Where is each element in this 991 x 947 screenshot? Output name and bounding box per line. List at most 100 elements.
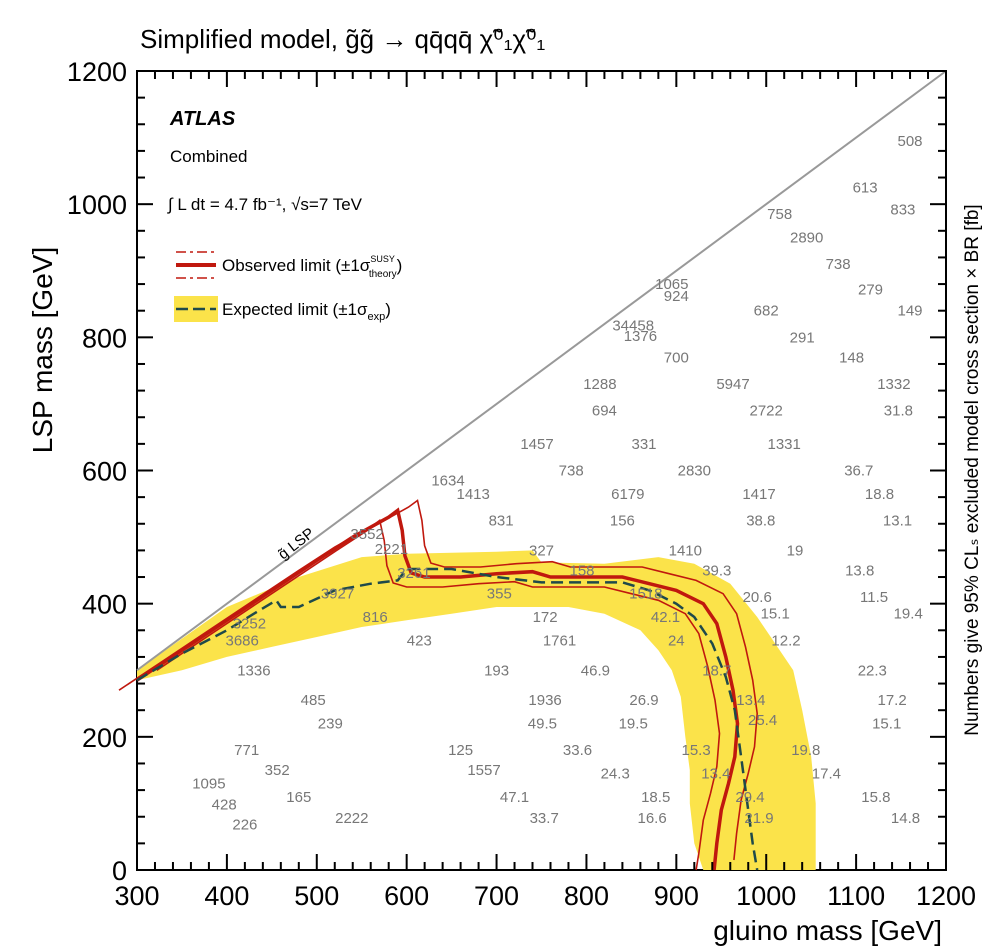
xsec-label: 226 <box>232 817 257 834</box>
xsec-label: 13.4 <box>701 766 730 783</box>
expected-band <box>137 550 816 870</box>
xsec-label: 771 <box>234 742 259 759</box>
xsec-label: 193 <box>484 662 509 679</box>
xsec-label: 700 <box>664 349 689 366</box>
xsec-label: 5947 <box>716 376 749 393</box>
kinematic-diagonal <box>136 70 947 672</box>
x-tick-label: 400 <box>204 881 249 911</box>
x-tick-label: 700 <box>474 881 519 911</box>
xsec-label: 1410 <box>669 542 702 559</box>
xsec-label: 22.3 <box>858 662 887 679</box>
xsec-label: 1065 <box>655 276 688 293</box>
xsec-label: 18.8 <box>865 486 894 503</box>
xsec-label: 15.8 <box>861 789 890 806</box>
xsec-label: 1413 <box>457 486 490 503</box>
x-tick-label: 1200 <box>916 881 976 911</box>
xsec-label: 1288 <box>583 376 616 393</box>
xsec-label: 3927 <box>321 586 354 603</box>
xsec-label: 3252 <box>233 616 266 633</box>
xsec-label: 149 <box>897 303 922 320</box>
xsec-label: 291 <box>790 329 815 346</box>
xsec-label: 20.6 <box>743 589 772 606</box>
chart-title: Simplified model, g̃g̃ → qq̄qq̄ χ̃⁰₁χ̃⁰₁ <box>140 24 546 54</box>
xsec-label: 3261 <box>397 565 430 582</box>
xsec-label: 13.4 <box>736 692 765 709</box>
legend-expected: Expected limit (±1σexp) <box>174 296 391 323</box>
xsec-label: 15.1 <box>872 716 901 733</box>
legend-observed: Observed limit (±1σSUSY theory) <box>176 251 402 280</box>
x-tick-label: 1000 <box>736 881 796 911</box>
xsec-label: 2221 <box>375 541 408 558</box>
xsec-label: 33.6 <box>563 742 592 759</box>
xsec-label: 18.7 <box>702 662 731 679</box>
xsec-label: 165 <box>286 789 311 806</box>
xsec-label: 39.3 <box>702 562 731 579</box>
xsec-label: 428 <box>212 797 237 814</box>
channel-label: Combined <box>170 147 248 166</box>
xsec-label: 38.8 <box>746 512 775 529</box>
xsec-label: 26.9 <box>629 692 658 709</box>
xsec-label: 327 <box>529 542 554 559</box>
xsec-label: 423 <box>407 632 432 649</box>
xsec-label: 3552 <box>350 526 383 543</box>
xsec-label: 2722 <box>750 403 783 420</box>
xsec-label: 738 <box>559 463 584 480</box>
xsec-label: 1634 <box>431 473 464 490</box>
lumi-label: ∫ L dt = 4.7 fb⁻¹, √s=7 TeV <box>167 195 363 214</box>
xsec-label: 17.2 <box>877 692 906 709</box>
xsec-label: 1936 <box>528 692 561 709</box>
legend: ATLAS Combined ∫ L dt = 4.7 fb⁻¹, √s=7 T… <box>167 108 402 323</box>
xsec-label: 352 <box>265 762 290 779</box>
xsec-label: 1557 <box>467 762 500 779</box>
xsec-label: 19.5 <box>619 716 648 733</box>
xsec-label: 19 <box>787 542 804 559</box>
xsec-label: 34458 <box>612 317 654 334</box>
xsec-label: 15.3 <box>681 742 710 759</box>
xsec-label: 1332 <box>877 376 910 393</box>
diagonal-label: g̃ LSP <box>275 525 318 564</box>
xsec-label: 47.1 <box>500 789 529 806</box>
xsec-label: 2830 <box>678 463 711 480</box>
xsec-label: 125 <box>448 742 473 759</box>
xsec-label: 682 <box>754 303 779 320</box>
xsec-label: 2890 <box>790 230 823 247</box>
y-tick-label: 1200 <box>67 57 127 87</box>
y-tick-label: 400 <box>82 590 127 620</box>
observed-limit-plus <box>156 499 759 861</box>
y-tick-label: 1000 <box>67 190 127 220</box>
x-tick-label: 500 <box>294 881 339 911</box>
xsec-label: 31.8 <box>884 403 913 420</box>
xsec-label: 239 <box>318 716 343 733</box>
xsec-label: 508 <box>897 133 922 150</box>
xsec-label: 6179 <box>611 486 644 503</box>
xsec-label: 924 <box>664 288 689 305</box>
xsec-label: 3686 <box>226 632 259 649</box>
xsec-label: 1376 <box>624 328 657 345</box>
xsec-label: 33.7 <box>530 810 559 827</box>
xsec-label: 24 <box>668 632 685 649</box>
observed-limit-minus <box>118 519 721 871</box>
experiment-label: ATLAS <box>169 108 236 130</box>
xsec-label: 831 <box>489 512 514 529</box>
xsec-label: 1417 <box>742 486 775 503</box>
limit-curves-layer <box>118 499 759 871</box>
xsec-label: 21.9 <box>744 810 773 827</box>
xsec-label: 19.8 <box>791 742 820 759</box>
xsec-label: 36.7 <box>844 463 873 480</box>
diagonal-layer <box>136 70 947 672</box>
xsec-label: 2222 <box>335 810 368 827</box>
x-tick-label: 1100 <box>827 881 885 911</box>
x-tick-label: 800 <box>564 881 609 911</box>
x-tick-label: 600 <box>384 881 429 911</box>
y-tick-label: 600 <box>82 457 127 487</box>
xsec-label: 1518 <box>629 586 662 603</box>
y-tick-label: 200 <box>82 723 127 753</box>
xsec-label: 613 <box>853 180 878 197</box>
xsec-label: 156 <box>610 512 635 529</box>
xsec-label: 16.6 <box>637 810 666 827</box>
xsec-label: 13.8 <box>845 562 874 579</box>
xsec-label: 738 <box>826 256 851 273</box>
xsec-label: 25.4 <box>748 712 777 729</box>
xsec-label: 1331 <box>768 436 801 453</box>
